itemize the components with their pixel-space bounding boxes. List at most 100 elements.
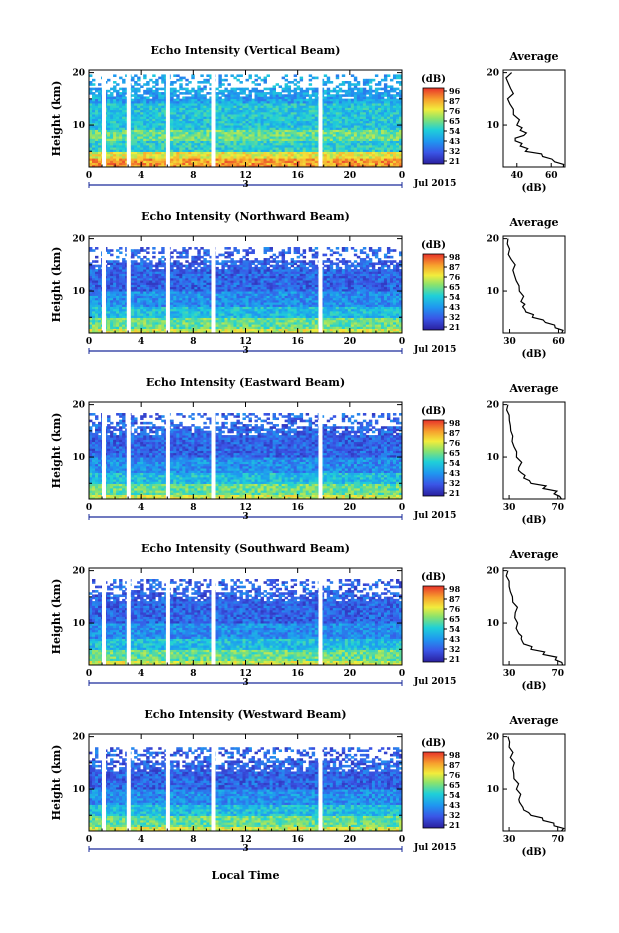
heatmap-cell (249, 123, 252, 126)
heatmap-cell (107, 318, 110, 321)
heatmap-cell (252, 318, 255, 321)
heatmap-cell (300, 322, 303, 325)
heatmap-cell (306, 99, 309, 102)
heatmap-cell (206, 92, 209, 95)
heatmap-cell (288, 81, 291, 84)
heatmap-cell (291, 94, 294, 97)
heatmap-cell (113, 99, 116, 102)
heatmap-cell (279, 123, 282, 126)
heatmap-cell (315, 123, 318, 126)
heatmap-cell (95, 326, 98, 329)
heatmap-cell (327, 99, 330, 102)
heatmap-cell (185, 88, 188, 91)
heatmap-cell (375, 92, 378, 95)
heatmap-cell (366, 96, 369, 99)
heatmap-cell (203, 94, 206, 97)
heatmap-cell (140, 99, 143, 102)
heatmap-cell (396, 92, 399, 95)
heatmap-cell (294, 123, 297, 126)
heatmap-cell (152, 326, 155, 329)
heatmap-cell (276, 99, 279, 102)
heatmap-cell (149, 326, 152, 329)
heatmap-cell (297, 116, 300, 119)
heatmap-cell (224, 116, 227, 119)
heatmap-cell (119, 123, 122, 126)
heatmap-cell (206, 326, 209, 329)
heatmap-cell (246, 116, 249, 119)
heatmap-cell (372, 116, 375, 119)
heatmap-cell (155, 116, 158, 119)
heatmap-cell (288, 318, 291, 321)
heatmap-cell (303, 107, 306, 110)
heatmap-cell (300, 123, 303, 126)
heatmap-cell (393, 99, 396, 102)
heatmap-cell (95, 107, 98, 110)
heatmap-cell (267, 74, 270, 77)
heatmap-cell (264, 107, 267, 110)
heatmap-cell (227, 116, 230, 119)
heatmap-cell (182, 92, 185, 95)
heatmap-cell (357, 322, 360, 325)
heatmap-cell (239, 99, 242, 102)
heatmap-cell (333, 99, 336, 102)
heatmap-cell (161, 116, 164, 119)
heatmap-cell (218, 74, 221, 77)
heatmap-cell (161, 318, 164, 321)
heatmap-cell (285, 318, 288, 321)
heatmap-cell (300, 77, 303, 80)
heatmap-cell (309, 99, 312, 102)
heatmap-cell (381, 322, 384, 325)
heatmap-cell (176, 322, 179, 325)
heatmap-cell (188, 116, 191, 119)
heatmap-cell (366, 92, 369, 95)
heatmap-cell (116, 107, 119, 110)
heatmap-cell (288, 322, 291, 325)
heatmap-cell (149, 318, 152, 321)
heatmap-cell (137, 94, 140, 97)
heatmap-cell (197, 92, 200, 95)
heatmap-cell (255, 326, 258, 329)
heatmap-cell (390, 318, 393, 321)
colorbar-tick-label: 65 (449, 116, 460, 126)
heatmap-cell (339, 318, 342, 321)
heatmap-cell (233, 88, 236, 91)
data-gap (166, 70, 170, 167)
heatmap-cell (267, 92, 270, 95)
heatmap-cell (324, 123, 327, 126)
heatmap-cell (261, 116, 264, 119)
heatmap-cell (122, 92, 125, 95)
heatmap-cell (179, 123, 182, 126)
heatmap-cell (390, 94, 393, 97)
heatmap-cell (92, 107, 95, 110)
heatmap-cell (267, 96, 270, 99)
heatmap-cell (264, 322, 267, 325)
heatmap-cell (315, 88, 318, 91)
heatmap-cell (393, 74, 396, 77)
heatmap-cell (255, 74, 258, 77)
heatmap-cell (224, 318, 227, 321)
heatmap-cell (297, 322, 300, 325)
heatmap-cell (224, 322, 227, 325)
heatmap-cell (351, 318, 354, 321)
heatmap-cell (252, 107, 255, 110)
heatmap-cell (221, 322, 224, 325)
heatmap-cell (191, 94, 194, 97)
heatmap-cell (236, 318, 239, 321)
heatmap-cell (345, 90, 348, 93)
average-y-tick-label: 20 (486, 69, 499, 79)
heatmap-cell (149, 322, 152, 325)
heatmap-cell (384, 322, 387, 325)
heatmap-cell (339, 83, 342, 86)
heatmap-cell (110, 116, 113, 119)
heatmap-cell (264, 92, 267, 95)
heatmap-cell (197, 318, 200, 321)
heatmap-cell (119, 116, 122, 119)
heatmap-cell (381, 107, 384, 110)
heatmap-cell (306, 88, 309, 91)
heatmap-cell (360, 99, 363, 102)
heatmap-cell (342, 94, 345, 97)
heatmap-cell (230, 99, 233, 102)
heatmap-cell (137, 326, 140, 329)
heatmap-cell (312, 326, 315, 329)
heatmap-cell (230, 322, 233, 325)
